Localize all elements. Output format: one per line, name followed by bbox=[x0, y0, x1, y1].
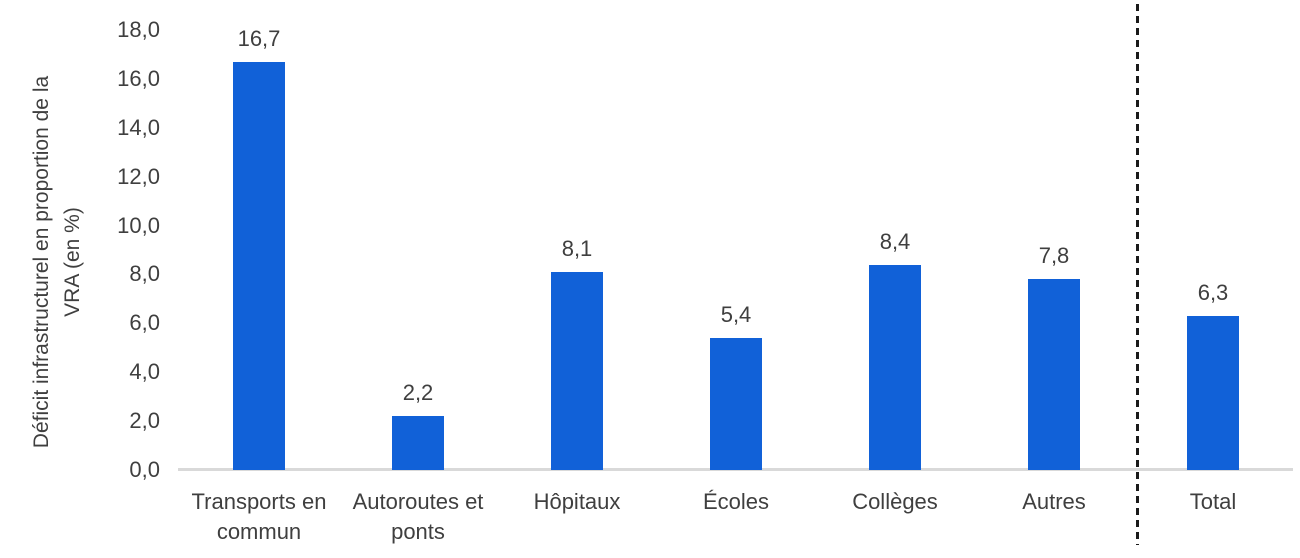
bar-autres bbox=[1028, 279, 1080, 470]
bar-value-label-colleges: 8,4 bbox=[879, 228, 911, 254]
bar-value-label-transports-en-commun: 16,7 bbox=[237, 25, 281, 51]
category-label-hopitaux: Hôpitaux bbox=[533, 489, 621, 514]
bar-hopitaux bbox=[551, 272, 603, 470]
y-tick-label-4-0: 4,0 bbox=[129, 359, 160, 385]
category-label-autres: Autres bbox=[1022, 489, 1086, 514]
category-label-transports-en-commun: Transports en commun bbox=[191, 489, 327, 544]
bar-value-label-autoroutes-et-ponts: 2,2 bbox=[402, 380, 434, 406]
bar-value-label-ecoles: 5,4 bbox=[720, 302, 752, 327]
bar-ecoles bbox=[710, 338, 762, 470]
bar-value-label-total: 6,3 bbox=[1197, 280, 1229, 305]
total-separator-dashed-line bbox=[1136, 4, 1139, 545]
bar-autoroutes-et-ponts bbox=[392, 416, 444, 470]
bar-total bbox=[1187, 316, 1239, 470]
y-tick-label-12-0: 12,0 bbox=[117, 163, 160, 189]
y-tick-label-2-0: 2,0 bbox=[129, 408, 160, 434]
category-label-total: Total bbox=[1189, 489, 1237, 514]
category-label-ecoles: Écoles bbox=[702, 489, 770, 514]
y-tick-label-8-0: 8,0 bbox=[129, 261, 160, 287]
y-tick-label-0-0: 0,0 bbox=[129, 457, 160, 482]
y-tick-label-10-0: 10,0 bbox=[117, 212, 160, 238]
y-tick-label-6-0: 6,0 bbox=[129, 310, 160, 336]
bar-value-label-autres: 7,8 bbox=[1038, 243, 1070, 269]
bar-transports-en-commun bbox=[233, 61, 285, 470]
bar-value-label-hopitaux: 8,1 bbox=[561, 236, 593, 261]
y-tick-label-14-0: 14,0 bbox=[117, 114, 160, 140]
category-label-colleges: Collèges bbox=[852, 489, 938, 514]
y-tick-label-18-0: 18,0 bbox=[117, 17, 160, 42]
category-label-autoroutes-et-ponts: Autoroutes et ponts bbox=[352, 489, 484, 544]
y-tick-label-16-0: 16,0 bbox=[117, 65, 160, 91]
bar-colleges bbox=[869, 264, 921, 470]
